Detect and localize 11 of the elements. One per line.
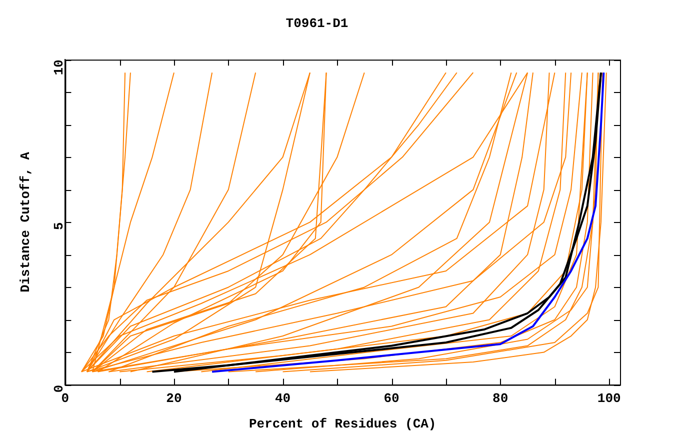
x-tick-label: 60 xyxy=(384,390,400,406)
x-tick-label: 20 xyxy=(166,390,182,406)
y-axis-title: Distance Cutoff, A xyxy=(18,152,34,292)
x-tick-label: 80 xyxy=(492,390,508,406)
x-tick-label: 100 xyxy=(597,390,622,406)
y-tick-label: 10 xyxy=(51,59,66,76)
y-tick-label: 5 xyxy=(51,222,66,230)
chart-title: T0961-D1 xyxy=(286,16,348,32)
x-axis-title: Percent of Residues (CA) xyxy=(248,416,436,432)
x-tick-label: 40 xyxy=(274,390,291,406)
y-tick-label: 0 xyxy=(51,384,66,393)
